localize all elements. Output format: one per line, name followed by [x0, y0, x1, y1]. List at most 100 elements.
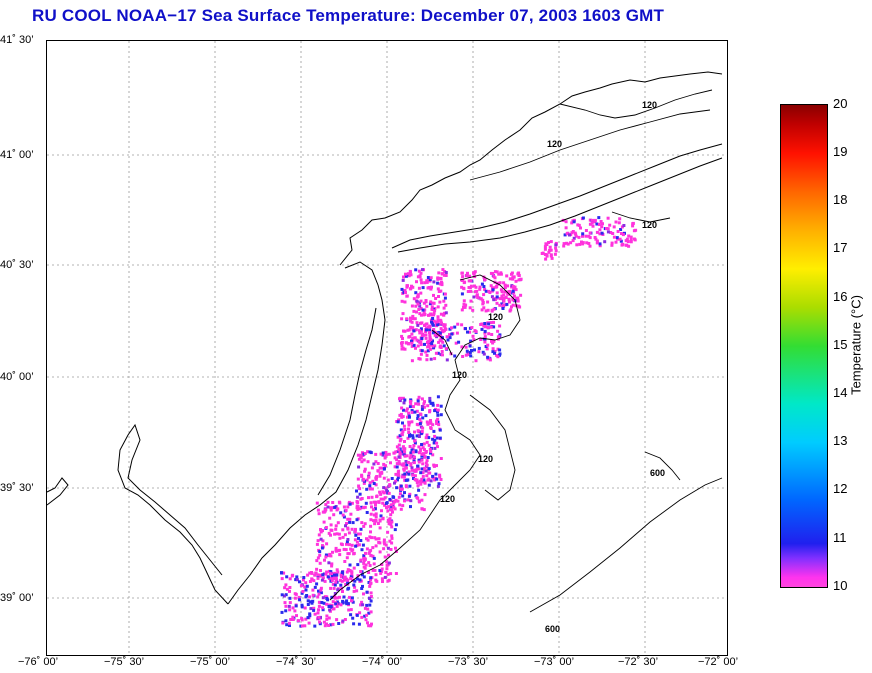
sst-pixel — [428, 421, 432, 425]
sst-pixel — [461, 279, 465, 282]
sst-pixel — [371, 508, 375, 512]
sst-pixel — [495, 301, 499, 305]
sst-pixel — [333, 573, 336, 577]
sst-pixel — [426, 422, 430, 426]
lon-tick-label: −74˚ 30’ — [276, 656, 317, 668]
sst-pixel — [380, 466, 384, 470]
sst-pixel — [378, 466, 382, 470]
sst-pixel — [478, 287, 482, 291]
sst-pixel — [348, 502, 352, 506]
sst-pixel — [380, 567, 384, 571]
sst-pixel — [543, 253, 547, 256]
sst-pixel — [357, 532, 360, 536]
colorbar-tick-label: 10 — [833, 578, 848, 593]
sst-pixel — [608, 223, 612, 227]
sst-pixel — [438, 436, 442, 440]
sst-pixel — [563, 233, 567, 237]
sst-pixel — [342, 595, 346, 599]
sst-pixel — [410, 420, 414, 424]
sst-pixel — [407, 423, 411, 427]
sst-pixel — [399, 428, 403, 432]
sst-pixel — [352, 622, 356, 626]
sst-pixel — [346, 578, 350, 582]
sst-pixel — [412, 469, 416, 472]
sst-pixel — [512, 275, 516, 279]
sst-pixel — [400, 450, 404, 454]
sst-pixel — [629, 240, 633, 244]
sst-pixel — [424, 300, 428, 304]
sst-pixel — [349, 574, 353, 578]
sst-pixel — [350, 543, 354, 547]
sst-pixel — [430, 307, 434, 311]
sst-pixel — [600, 225, 604, 229]
sst-pixel — [498, 297, 502, 301]
sst-pixel — [468, 306, 472, 310]
sst-pixel — [353, 530, 357, 534]
sst-pixel — [433, 409, 437, 413]
sst-pixel — [616, 230, 620, 233]
sst-pixel — [442, 313, 446, 317]
sst-pixel — [423, 324, 426, 327]
sst-pixel — [379, 497, 383, 501]
sst-pixel — [317, 533, 321, 537]
sst-pixel — [429, 338, 433, 341]
sst-pixel — [396, 435, 400, 439]
sst-pixel — [612, 225, 616, 229]
sst-pixel — [433, 438, 437, 442]
sst-pixel — [358, 507, 362, 511]
sst-pixel — [326, 575, 330, 579]
sst-pixel — [285, 587, 289, 591]
sst-pixel — [409, 505, 412, 509]
sst-pixel — [442, 299, 446, 303]
sst-pixel — [429, 479, 433, 483]
sst-pixel — [599, 220, 603, 223]
sst-pixel — [403, 478, 407, 482]
sst-pixel — [339, 603, 343, 607]
sst-pixel — [397, 473, 400, 477]
sst-pixel — [473, 284, 476, 288]
sst-pixel — [549, 253, 553, 257]
sst-pixel — [375, 494, 379, 498]
sst-pixel — [548, 245, 552, 249]
sst-pixel — [332, 586, 336, 590]
sst-pixel — [333, 596, 337, 600]
sst-pixel — [468, 274, 472, 278]
sst-pixel — [481, 298, 485, 302]
sst-pixel — [418, 357, 422, 361]
sst-pixel — [356, 563, 360, 567]
sst-pixel — [429, 401, 433, 405]
sst-pixel — [565, 241, 569, 245]
sst-pixel — [285, 623, 289, 627]
sst-pixel — [450, 332, 454, 336]
sst-pixel — [415, 321, 419, 325]
sst-pixel — [339, 542, 343, 546]
sst-pixel — [341, 590, 344, 593]
sst-pixel — [386, 546, 390, 550]
sst-pixel — [496, 347, 500, 351]
sst-pixel — [631, 221, 635, 225]
sst-pixel — [380, 577, 384, 581]
sst-pixel — [317, 589, 320, 593]
sst-pixel — [360, 505, 364, 509]
contour-label: 600 — [545, 624, 560, 634]
sst-pixel — [394, 450, 398, 454]
sst-pixel — [485, 347, 489, 351]
sst-pixel — [439, 478, 443, 481]
sst-pixel — [433, 309, 437, 313]
sst-pixel — [448, 333, 451, 337]
sst-pixel — [427, 467, 431, 471]
sst-pixel — [407, 431, 411, 434]
sst-pixel — [403, 428, 407, 431]
sst-pixel — [370, 495, 374, 499]
sst-pixel — [324, 572, 328, 576]
sst-pixel — [424, 350, 428, 354]
sst-pixel — [326, 554, 330, 558]
sst-pixel — [324, 503, 328, 507]
sst-pixel — [554, 243, 558, 247]
sst-pixel — [618, 217, 622, 221]
sst-pixel — [417, 460, 421, 464]
sst-pixel — [409, 462, 413, 466]
colorbar-tick-label: 17 — [833, 240, 848, 255]
sst-pixel — [365, 547, 369, 551]
sst-pixel — [483, 322, 487, 325]
